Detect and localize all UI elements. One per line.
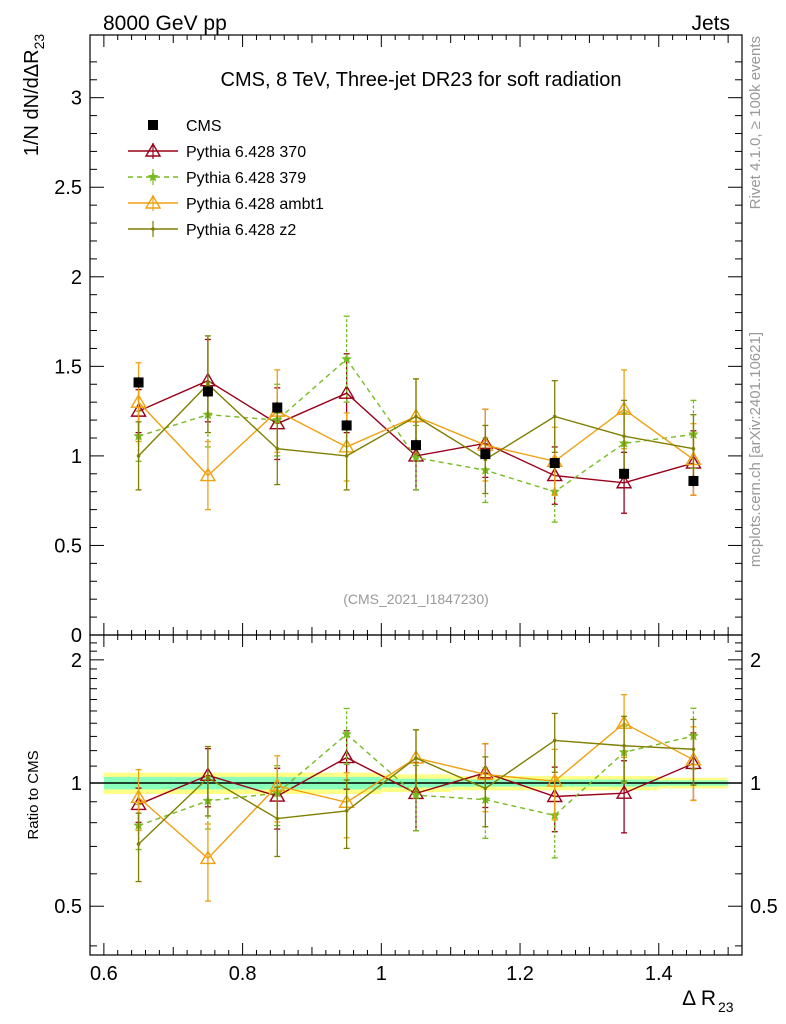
point-z2	[691, 446, 696, 451]
chart-title: CMS, 8 TeV, Three-jet DR23 for soft radi…	[221, 69, 622, 91]
y-tick-label: 3	[71, 88, 82, 110]
ratio-point-z2	[691, 747, 696, 752]
ratio-series-z2	[135, 712, 697, 883]
ratio-point-z2	[136, 842, 141, 846]
ratio-point-z2	[275, 816, 280, 821]
legend-swatch-marker	[144, 142, 162, 157]
point-z2	[622, 434, 626, 438]
ratio-y-axis-label: Ratio to CMS	[25, 750, 42, 839]
series-z2	[135, 335, 697, 495]
legend-label: Pythia 6.428 379	[186, 170, 306, 187]
legend-label: Pythia 6.428 z2	[186, 222, 296, 239]
rivet-version-label: Rivet 4.1.0, ≥ 100k events	[747, 36, 764, 209]
ratio-point-p379	[341, 728, 353, 739]
header-beam-label: 8000 GeV pp	[103, 12, 227, 35]
ratio-y-tick-label: 2	[71, 650, 82, 672]
legend-item-p379: Pythia 6.428 379	[128, 169, 306, 187]
series-data	[133, 377, 699, 487]
legend-label: Pythia 6.428 370	[186, 144, 306, 161]
point-z2	[344, 454, 349, 458]
point-z2	[552, 414, 557, 419]
ratio-point-z2	[414, 756, 418, 760]
ratio-y-tick-label-right: 2	[750, 650, 761, 672]
x-axis-label-text: Δ R	[682, 987, 716, 1010]
x-axis-label-sub: 23	[718, 999, 734, 1015]
ratio-y-tick-label: 0.5	[54, 896, 82, 918]
legend-swatch-marker	[144, 194, 162, 209]
y-tick-label: 2	[71, 267, 82, 289]
point-z2	[414, 414, 418, 419]
analysis-id-label: (CMS_2021_I1847230)	[343, 591, 489, 607]
point-data	[619, 468, 630, 479]
y-axis-label-text: 1/N dN/dΔR	[21, 49, 43, 156]
legend-item-p370: Pythia 6.428 370	[128, 142, 306, 161]
x-tick-label: 1.4	[645, 963, 673, 985]
ratio-point-z2	[552, 738, 557, 743]
legend-swatch-marker	[151, 227, 155, 231]
legend-item-z2: Pythia 6.428 z2	[128, 221, 296, 239]
ratio-point-ambt1	[546, 772, 563, 787]
ratio-y-tick-label-right: 0.5	[750, 896, 778, 918]
legend-swatch-marker	[147, 171, 159, 182]
point-data	[341, 420, 352, 431]
legend-item-data: CMS	[148, 118, 222, 135]
ratio-point-p370	[615, 784, 633, 799]
x-tick-label: 0.8	[229, 963, 257, 985]
point-data	[133, 377, 144, 388]
ratio-point-ambt1	[130, 789, 147, 804]
ratio-point-z2	[344, 809, 349, 813]
ratio-y-tick-label: 1	[71, 773, 82, 795]
point-data	[480, 449, 491, 460]
point-z2	[275, 446, 280, 451]
point-data	[411, 440, 421, 451]
y-tick-label: 2.5	[54, 177, 82, 199]
point-p379	[410, 452, 422, 463]
legend-label: CMS	[186, 118, 222, 135]
point-p379	[341, 353, 353, 364]
point-ambt1	[130, 393, 147, 408]
x-tick-label: 1.2	[506, 963, 534, 985]
legend-swatch-marker	[148, 120, 158, 130]
svg-text:1/N dN/dΔR23: 1/N dN/dΔR23	[21, 34, 47, 157]
ratio-y-tick-label-right: 1	[750, 773, 761, 795]
point-data	[272, 402, 283, 413]
y-tick-label: 1	[71, 446, 82, 468]
point-data	[688, 475, 699, 486]
point-p370	[338, 384, 355, 399]
y-tick-label: 0.5	[54, 535, 82, 557]
x-axis-label: Δ R 23	[682, 987, 734, 1015]
x-tick-label: 1	[376, 963, 387, 985]
point-ambt1	[199, 467, 217, 482]
point-p370	[407, 447, 425, 462]
ratio-point-ambt1	[199, 850, 217, 865]
ratio-point-z2	[206, 776, 210, 780]
y-tick-label: 0	[71, 625, 82, 647]
point-p370	[615, 474, 633, 489]
header-category-label: Jets	[691, 12, 730, 35]
ratio-frame	[89, 634, 743, 956]
point-z2	[206, 382, 210, 387]
ratio-point-p379	[410, 789, 422, 800]
ratio-point-z2	[622, 743, 626, 748]
ratio-point-z2	[483, 786, 488, 791]
point-data	[549, 458, 560, 469]
legend: CMS Pythia 6.428 370 Pythia 6.428 379 Pythi…	[128, 118, 324, 239]
x-tick-label: 0.6	[90, 963, 118, 985]
point-data	[202, 386, 213, 397]
legend-item-ambt1: Pythia 6.428 ambt1	[128, 194, 324, 213]
point-z2	[136, 454, 141, 458]
y-tick-label: 1.5	[54, 356, 82, 378]
mcplots-label: mcplots.cern.ch [arXiv:2401.10621]	[747, 332, 764, 567]
legend-label: Pythia 6.428 ambt1	[186, 196, 324, 213]
y-axis-label: 1/N dN/dΔR23	[21, 34, 47, 157]
